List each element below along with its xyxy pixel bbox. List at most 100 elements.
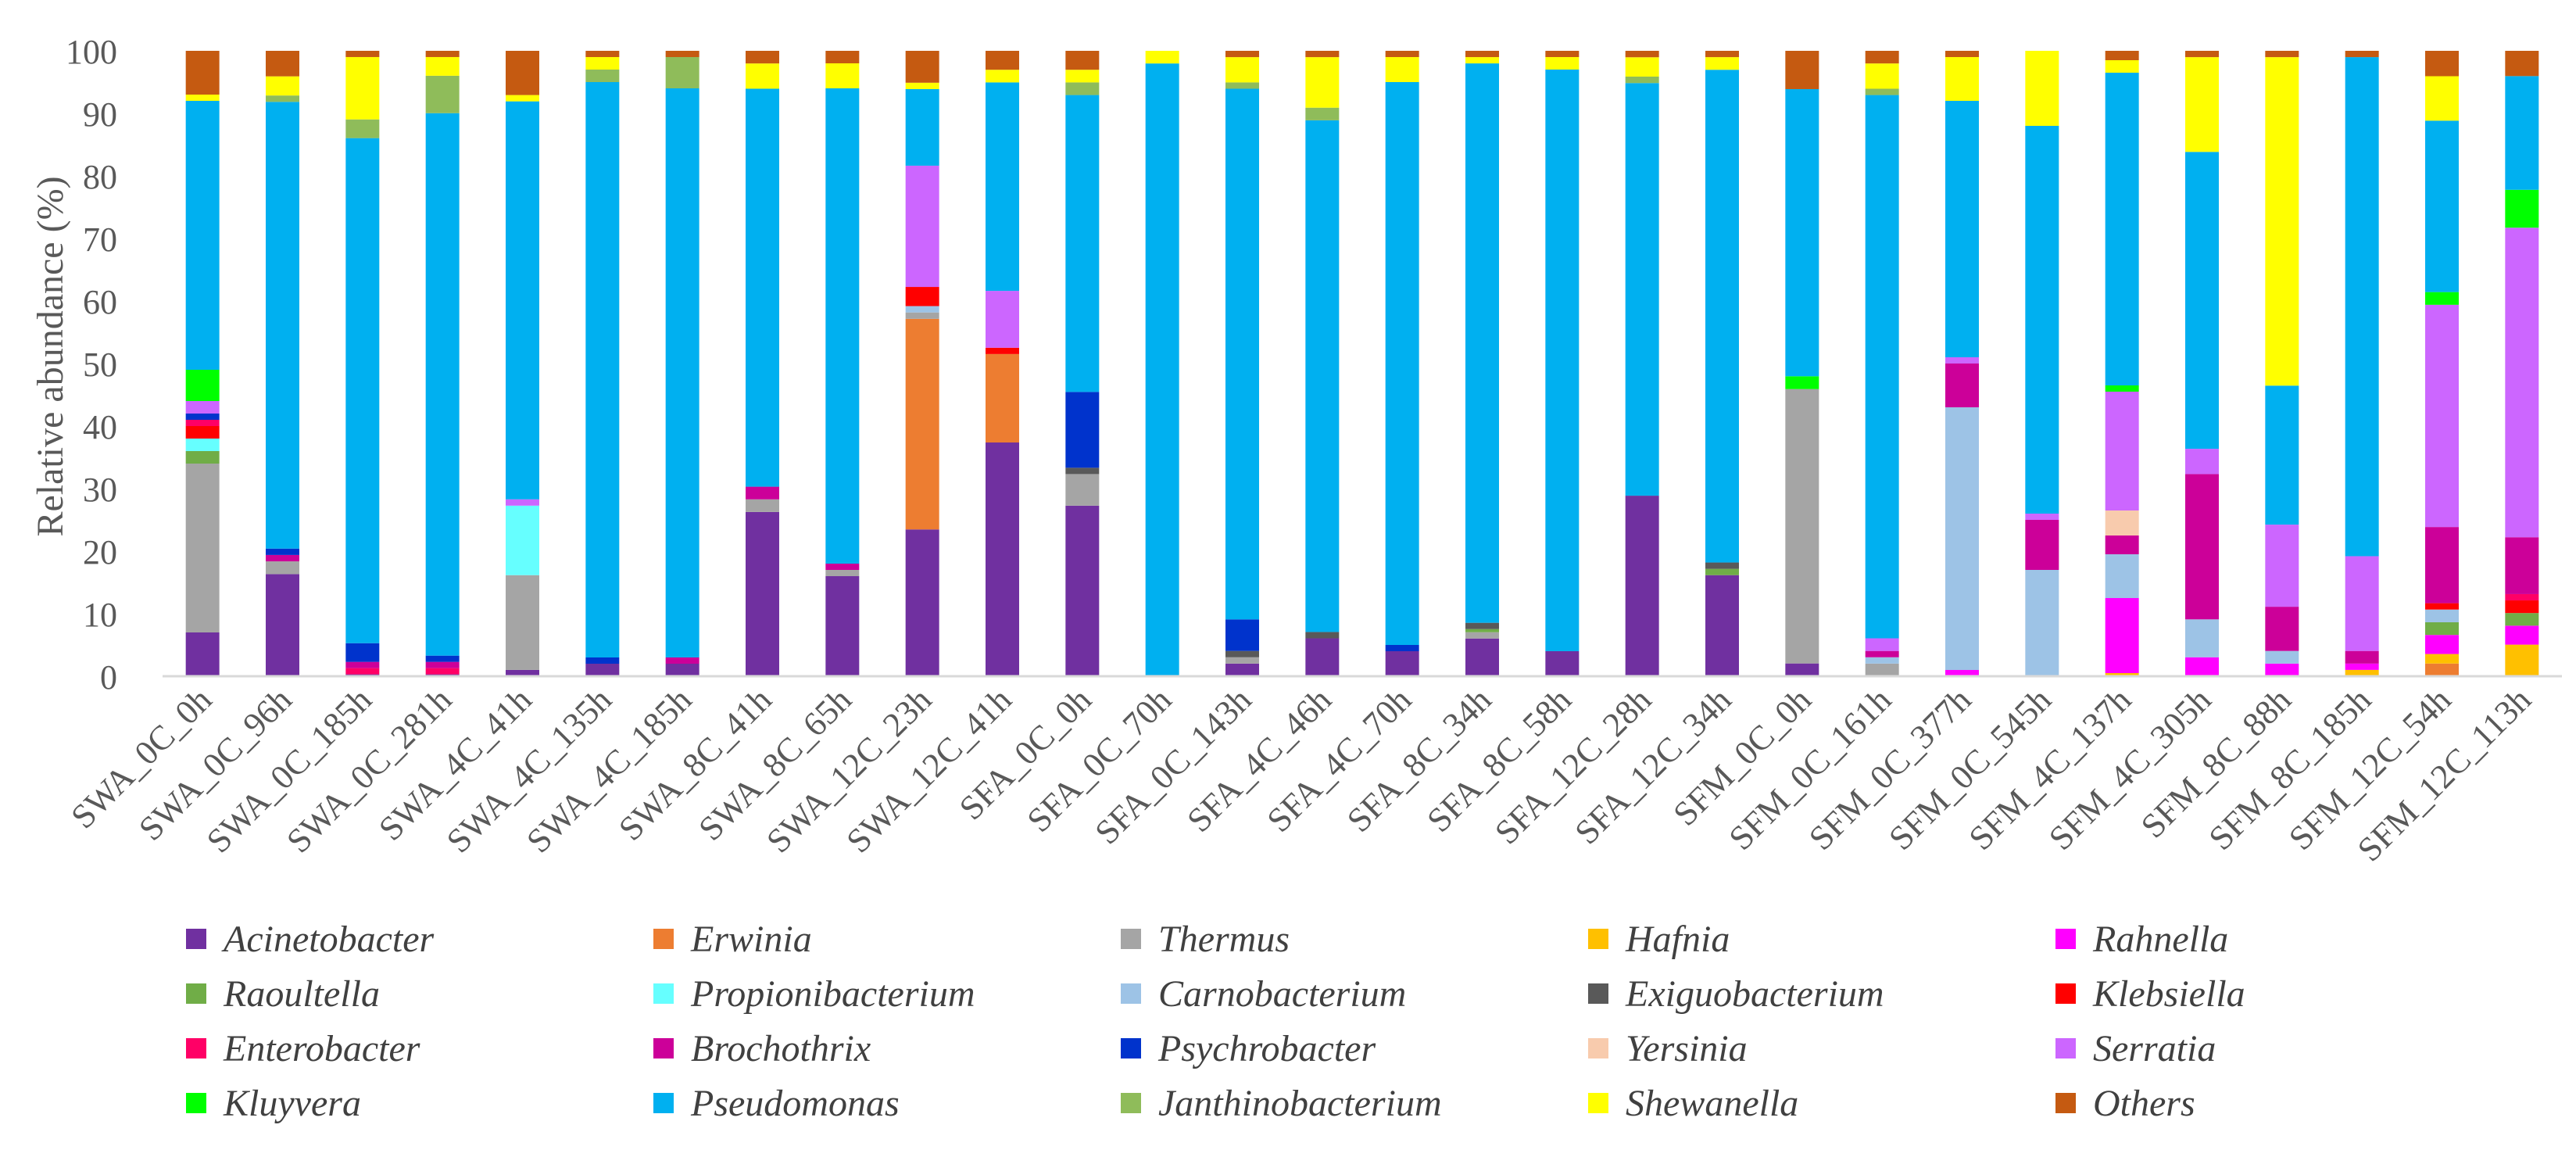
legend-label: Acinetobacter (224, 918, 435, 960)
bar-segment (2265, 663, 2299, 676)
legend-swatch (1121, 983, 1141, 1004)
legend-swatch (1121, 1038, 1141, 1058)
bar-segment (1705, 51, 1739, 58)
bar-segment (506, 575, 539, 670)
bar-segment (1785, 389, 1819, 664)
bar-segment (825, 564, 860, 570)
legend-swatch (653, 983, 674, 1004)
bar-segment (425, 113, 460, 656)
bar-segment (905, 306, 939, 313)
legend-swatch (653, 1093, 674, 1113)
legend-item: Rahnella (2055, 918, 2523, 961)
bar-segment (1225, 663, 1259, 676)
legend-row: Kluyvera Pseudomonas Janthinobacterium Shew… (186, 1076, 2523, 1130)
bar-segment (506, 95, 539, 102)
bar-stacks (185, 51, 2539, 676)
bar-segment (1065, 474, 1100, 506)
bar-segment (185, 401, 220, 414)
bar-segment (2505, 227, 2539, 538)
bar-segment (2265, 57, 2299, 386)
bar-segment (2425, 76, 2459, 121)
bar-segment (986, 51, 1019, 70)
bar-segment (2345, 556, 2379, 651)
bar-segment (1865, 638, 1899, 651)
legend-item: Enterobacter (186, 1027, 653, 1070)
bar-segment (1225, 657, 1259, 664)
bar-segment (425, 655, 460, 662)
bar-stack (2105, 51, 2139, 676)
legend-swatch (186, 929, 206, 949)
bar-segment (266, 574, 299, 676)
bar-segment (2105, 385, 2139, 392)
bar-segment (1305, 632, 1340, 639)
bar-segment (665, 664, 699, 676)
bar-segment (2345, 663, 2379, 670)
bar-segment (425, 51, 460, 57)
bar-segment (1785, 663, 1819, 676)
bar-stack (2265, 51, 2299, 676)
y-tick-label: 70 (83, 220, 117, 259)
bar-segment (1065, 505, 1100, 676)
bar-segment (2025, 520, 2059, 570)
bar-segment (825, 576, 860, 676)
bar-stack (1385, 51, 1419, 676)
bar-segment (1305, 107, 1340, 120)
bar-segment (2105, 598, 2139, 673)
bar-segment (185, 451, 220, 464)
bar-segment (1945, 57, 1979, 101)
legend-label: Klebsiella (2093, 973, 2245, 1015)
legend-swatch (653, 929, 674, 949)
bar-segment (2505, 593, 2539, 601)
bar-segment (585, 57, 620, 70)
bar-segment (986, 442, 1019, 676)
legend-swatch (1588, 1093, 1608, 1113)
bar-segment (2185, 657, 2219, 676)
legend-swatch (1588, 983, 1608, 1004)
legend-item: Shewanella (1588, 1082, 2055, 1125)
bar-segment (1465, 51, 1499, 58)
bar-segment (506, 669, 539, 676)
bar-segment (1545, 51, 1580, 57)
bar-segment (185, 51, 220, 95)
bar-segment (1945, 51, 1979, 57)
bar-segment (1225, 619, 1259, 651)
bar-segment (1865, 650, 1899, 657)
bar-stack (345, 51, 380, 676)
y-tick-label: 100 (66, 33, 117, 71)
bar-segment (266, 548, 299, 555)
legend-label: Erwinia (691, 918, 812, 960)
bar-segment (2105, 510, 2139, 536)
bar-segment (2105, 51, 2139, 60)
bar-segment (2425, 621, 2459, 636)
bar-segment (825, 63, 860, 88)
bar-segment (1945, 101, 1979, 357)
bar-segment (1225, 88, 1259, 620)
bar-segment (2425, 51, 2459, 77)
bar-segment (2025, 570, 2059, 676)
bar-segment (2265, 525, 2299, 607)
legend-label: Carnobacterium (1158, 973, 1407, 1015)
bar-segment (1545, 57, 1580, 70)
bar-segment (2505, 76, 2539, 190)
bar-segment (2265, 51, 2299, 58)
bar-segment (1385, 645, 1419, 651)
bar-segment (2425, 120, 2459, 292)
bar-segment (2425, 663, 2459, 676)
bar-segment (905, 287, 939, 306)
bar-segment (1545, 70, 1580, 651)
bar-segment (1945, 364, 1979, 407)
bar-segment (746, 486, 779, 500)
bar-segment (2105, 60, 2139, 73)
bar-segment (1945, 670, 1979, 676)
bar-segment (1145, 63, 1179, 676)
bar-segment (905, 51, 939, 83)
bar-stack (2025, 51, 2059, 676)
bar-segment (1225, 650, 1259, 657)
bar-segment (825, 51, 860, 63)
bar-segment (2105, 536, 2139, 554)
legend-row: Acinetobacter Erwinia Thermus Hafnia Rahnell… (186, 912, 2523, 966)
bar-stack (1545, 51, 1580, 676)
legend-swatch (2055, 929, 2076, 949)
legend-label: Kluyvera (224, 1082, 361, 1124)
bar-segment (2425, 635, 2459, 654)
